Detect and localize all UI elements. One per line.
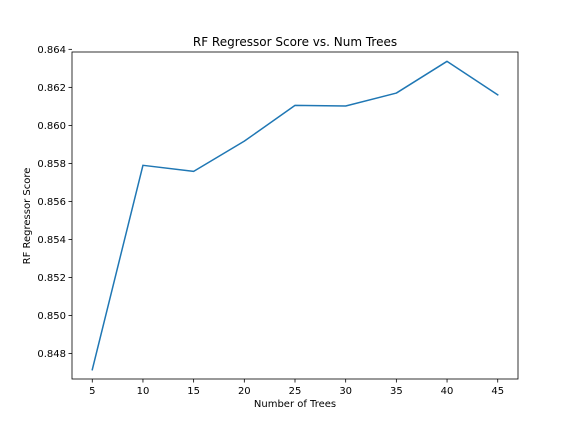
x-tick-label: 10 <box>137 386 150 397</box>
x-axis-label: Number of Trees <box>254 399 336 410</box>
y-tick-label: 0.858 <box>37 159 66 170</box>
x-tick-label: 15 <box>187 386 200 397</box>
x-tick-label: 25 <box>289 386 302 397</box>
x-tick-label: 45 <box>491 386 504 397</box>
y-tick-label: 0.848 <box>37 349 66 360</box>
x-tick-label: 20 <box>238 386 251 397</box>
chart-title: RF Regressor Score vs. Num Trees <box>193 35 397 49</box>
y-axis-label: RF Regressor Score <box>22 168 33 265</box>
y-tick-label: 0.850 <box>37 311 66 322</box>
y-tick-label: 0.854 <box>37 235 66 246</box>
x-tick-label: 30 <box>339 386 352 397</box>
y-tick-label: 0.856 <box>37 197 66 208</box>
x-tick-label: 40 <box>441 386 454 397</box>
y-tick-label: 0.862 <box>37 83 66 94</box>
x-tick-label: 35 <box>390 386 403 397</box>
y-tick-label: 0.864 <box>37 45 66 56</box>
x-tick-label: 5 <box>89 386 95 397</box>
y-tick-label: 0.860 <box>37 121 66 132</box>
y-tick-label: 0.852 <box>37 273 66 284</box>
